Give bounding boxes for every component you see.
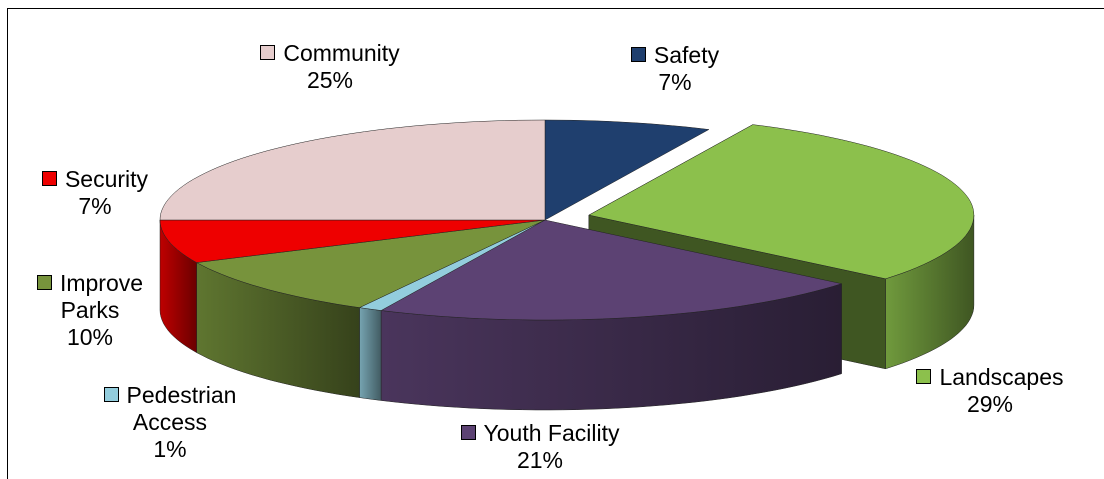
legend-swatch — [916, 369, 932, 384]
legend-swatch — [41, 171, 57, 186]
slice-side — [359, 307, 382, 401]
value-label: 7% — [658, 69, 692, 95]
chart-frame — [7, 8, 1104, 479]
slice — [380, 219, 843, 321]
data-label: Security 7% — [0, 166, 190, 220]
slice — [588, 124, 975, 280]
data-label: Landscapes 29% — [880, 364, 1100, 418]
value-label: 10% — [66, 324, 114, 350]
legend-swatch — [260, 45, 276, 60]
value-label: 1% — [153, 436, 187, 462]
data-label: Improve Parks 10% — [10, 270, 170, 351]
value-label: 7% — [78, 193, 112, 219]
category-name: Safety — [653, 42, 720, 68]
data-label: Community 25% — [200, 40, 460, 94]
data-label: Safety 7% — [610, 42, 740, 96]
category-name: Youth Facility — [483, 420, 620, 446]
legend-swatch — [630, 47, 646, 62]
category-name: Community — [283, 40, 400, 66]
category-name: Improve Parks — [59, 270, 144, 323]
data-label: Youth Facility 21% — [400, 420, 680, 474]
legend-swatch — [36, 275, 52, 290]
category-name: Pedestrian Access — [126, 382, 237, 435]
category-name: Landscapes — [939, 364, 1064, 390]
slice — [544, 119, 710, 221]
value-label: 25% — [306, 67, 354, 93]
value-label: 21% — [516, 447, 564, 473]
slice — [159, 219, 546, 263]
legend-swatch — [460, 425, 476, 440]
category-name: Security — [64, 166, 149, 192]
data-label: Pedestrian Access 1% — [80, 382, 260, 463]
slice — [159, 119, 546, 221]
value-label: 29% — [966, 391, 1014, 417]
legend-swatch — [103, 387, 119, 402]
slice — [195, 219, 546, 308]
